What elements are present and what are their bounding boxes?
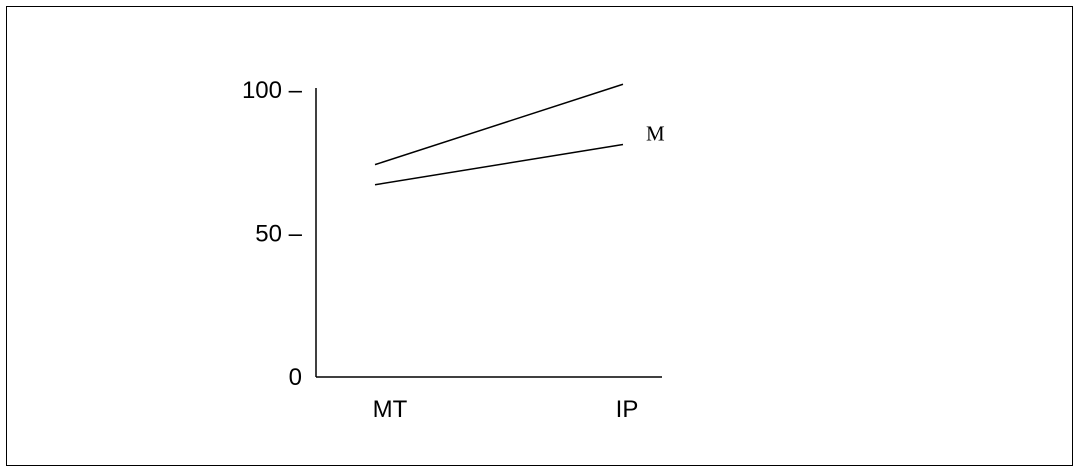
series-lines: M xyxy=(374,83,665,186)
y-tick-labels: 100 – 50 – 0 xyxy=(242,77,303,391)
figure-frame xyxy=(6,6,1073,466)
x-tick-labels: MT IP xyxy=(373,396,639,423)
y-tick-label: 0 xyxy=(289,364,302,391)
y-tick-label: 100 – xyxy=(242,77,303,104)
series-label: M xyxy=(646,122,665,146)
series-line xyxy=(374,143,624,186)
series-line xyxy=(374,83,624,166)
x-tick-label: IP xyxy=(616,396,639,423)
x-tick-label: MT xyxy=(373,396,408,423)
y-tick-label: 50 – xyxy=(255,221,302,248)
